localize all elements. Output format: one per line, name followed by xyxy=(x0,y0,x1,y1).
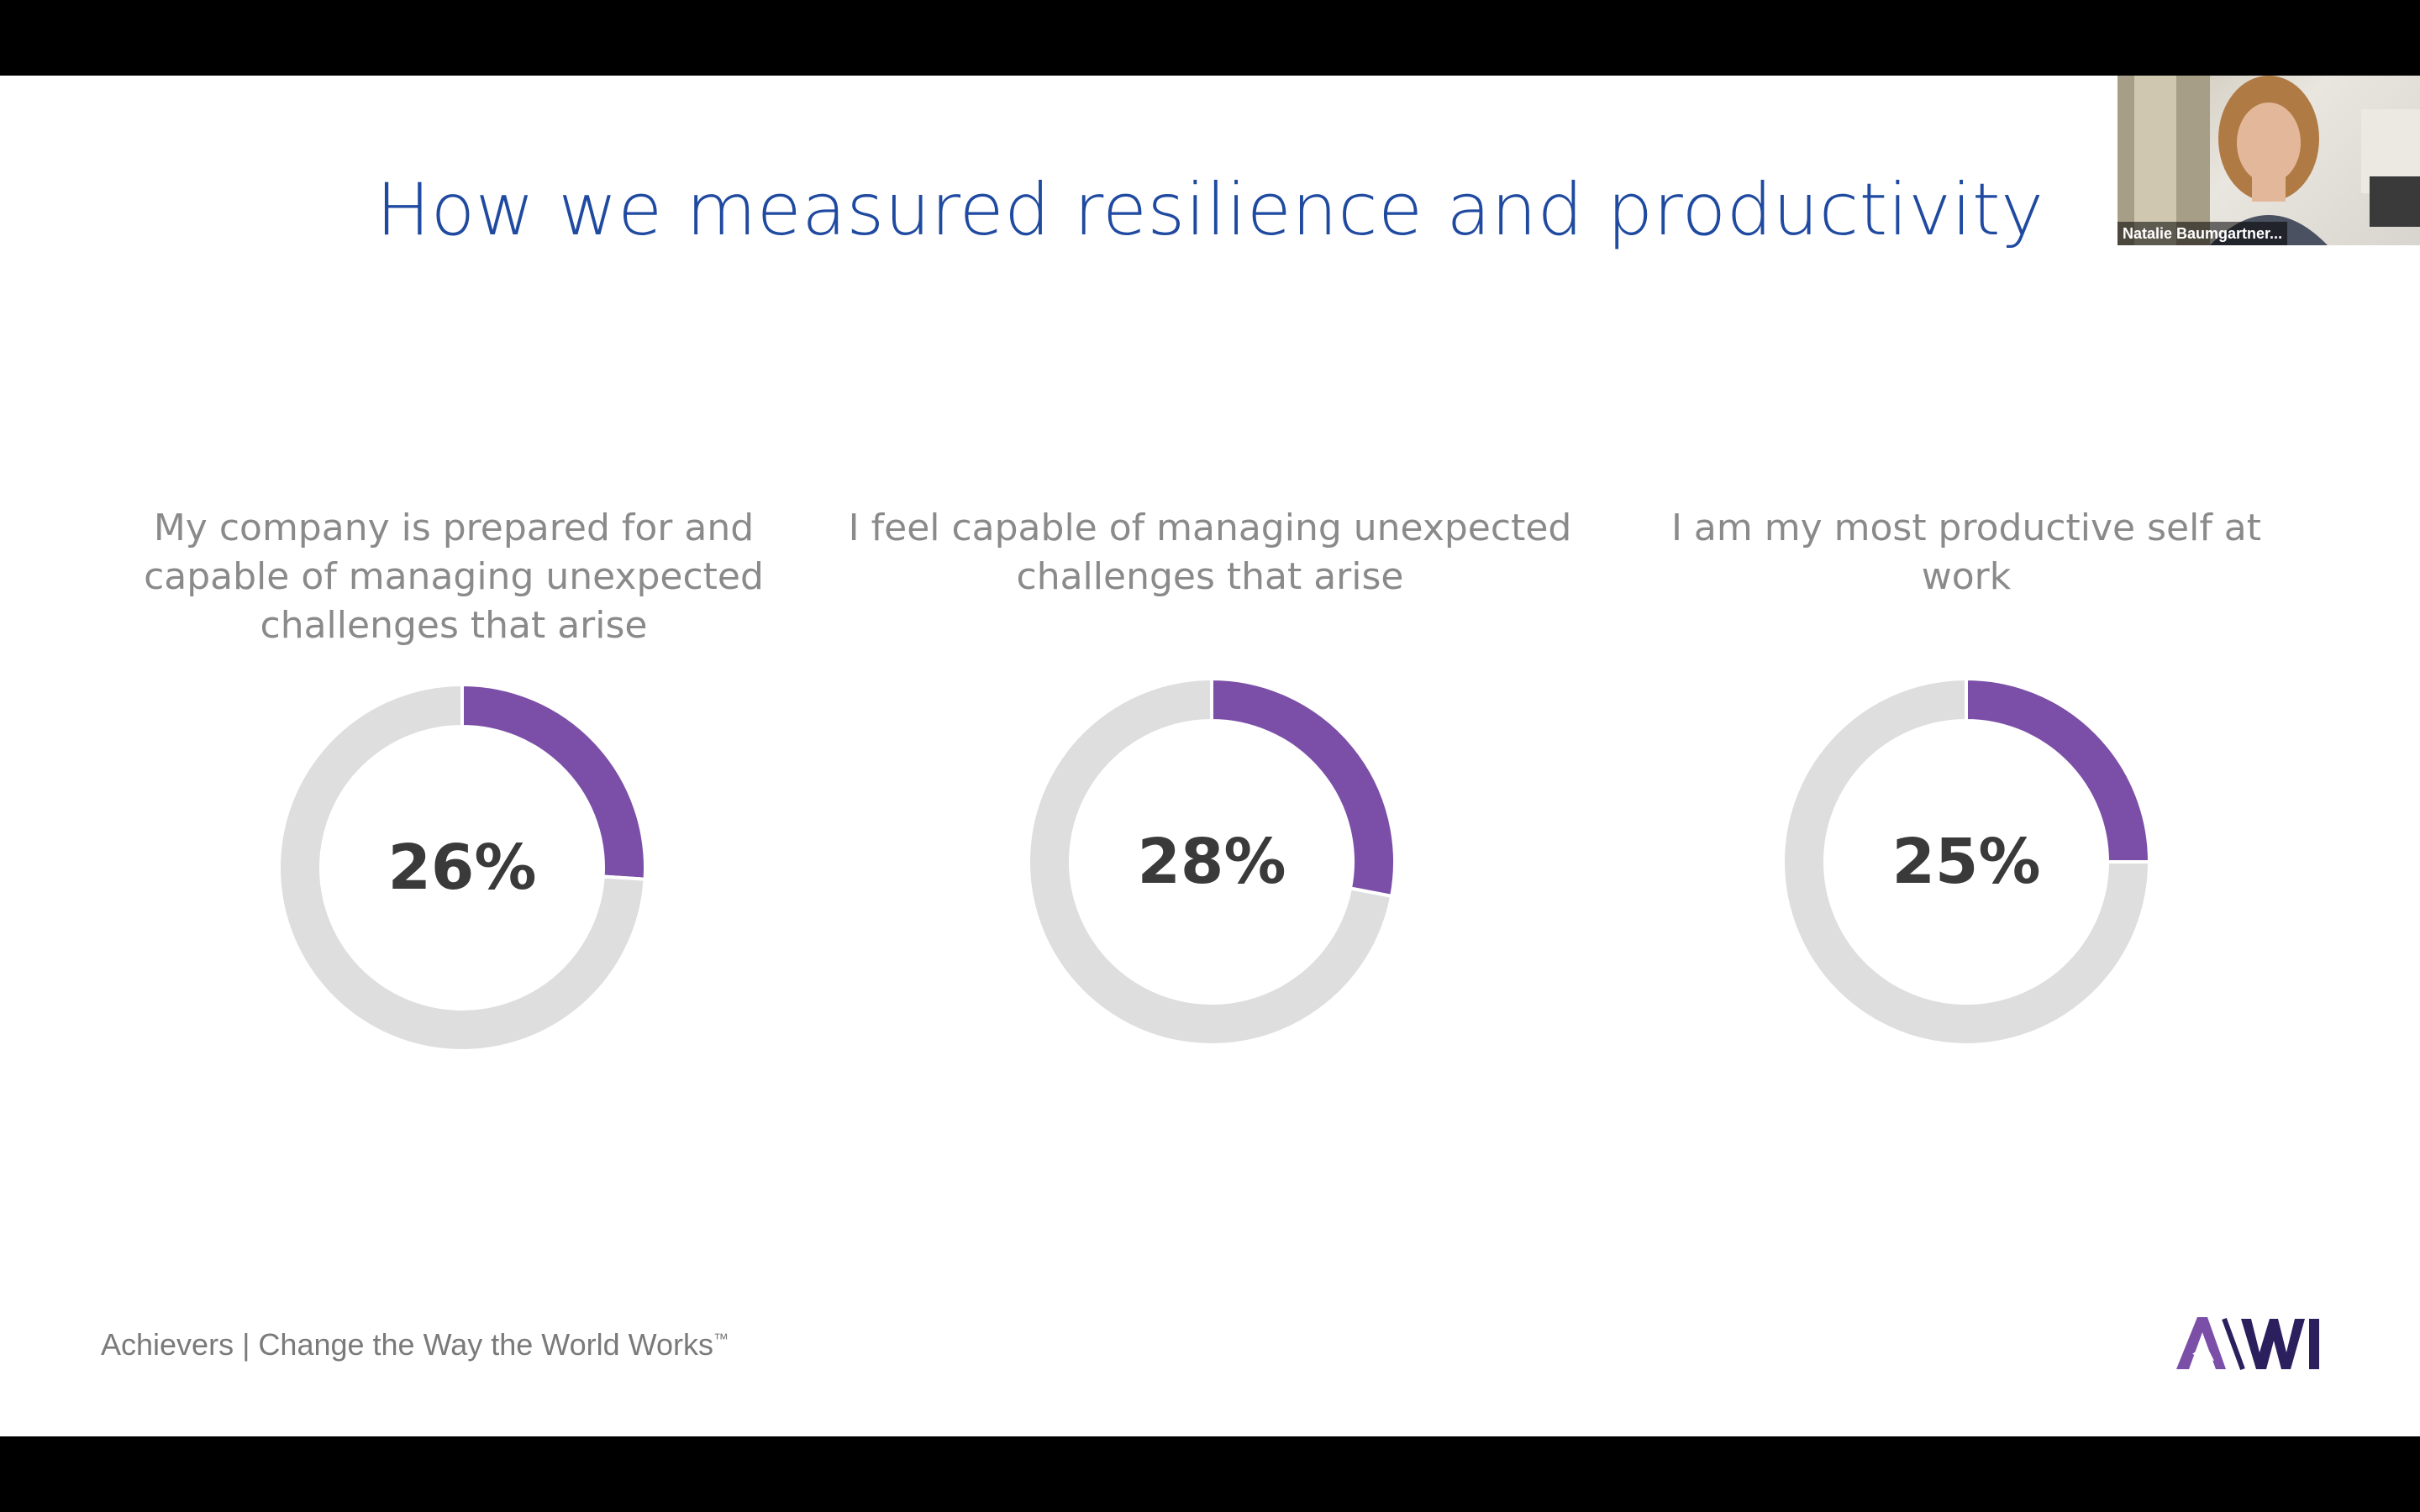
donut-chart-3: 25% xyxy=(1781,677,2151,1047)
donut-chart-1-svg xyxy=(277,683,647,1053)
donut-chart-1-value: 26% xyxy=(387,832,537,904)
letterbox-top xyxy=(0,0,2420,76)
presentation-slide: How we measured resilience and productiv… xyxy=(0,76,2420,1436)
participant-name-label: Natalie Baumgartner... xyxy=(2118,222,2288,245)
awi-logo-mark xyxy=(2176,1317,2319,1371)
awi-logo xyxy=(2172,1310,2323,1378)
donut-2-slice-remainder xyxy=(1027,677,1394,1047)
letterbox-bottom xyxy=(0,1436,2420,1512)
donut-3-slice-remainder xyxy=(1781,677,2151,1047)
participant-video-feed xyxy=(2118,76,2420,245)
donut-chart-3-svg xyxy=(1781,677,2151,1047)
donut-chart-3-value: 25% xyxy=(1891,826,2041,898)
chart-3-caption: I am my most productive self at work xyxy=(1670,507,2262,598)
chart-2-caption: I feel capable of managing unexpected ch… xyxy=(848,507,1572,598)
donut-chart-2-svg xyxy=(1027,677,1397,1047)
footer-tagline-text: Achievers | Change the Way the World Wor… xyxy=(101,1327,713,1362)
slide-title: How we measured resilience and productiv… xyxy=(376,168,2044,252)
participant-video-tile[interactable]: Natalie Baumgartner... xyxy=(2118,76,2420,245)
footer-tagline: Achievers | Change the Way the World Wor… xyxy=(101,1327,729,1362)
trademark-symbol: ™ xyxy=(713,1331,729,1347)
donut-chart-1: 26% xyxy=(277,683,647,1053)
donut-chart-2: 28% xyxy=(1027,677,1397,1047)
chart-1-caption: My company is prepared for and capable o… xyxy=(144,507,764,647)
donut-chart-2-value: 28% xyxy=(1137,826,1286,898)
donut-1-slice-remainder xyxy=(277,683,647,1053)
